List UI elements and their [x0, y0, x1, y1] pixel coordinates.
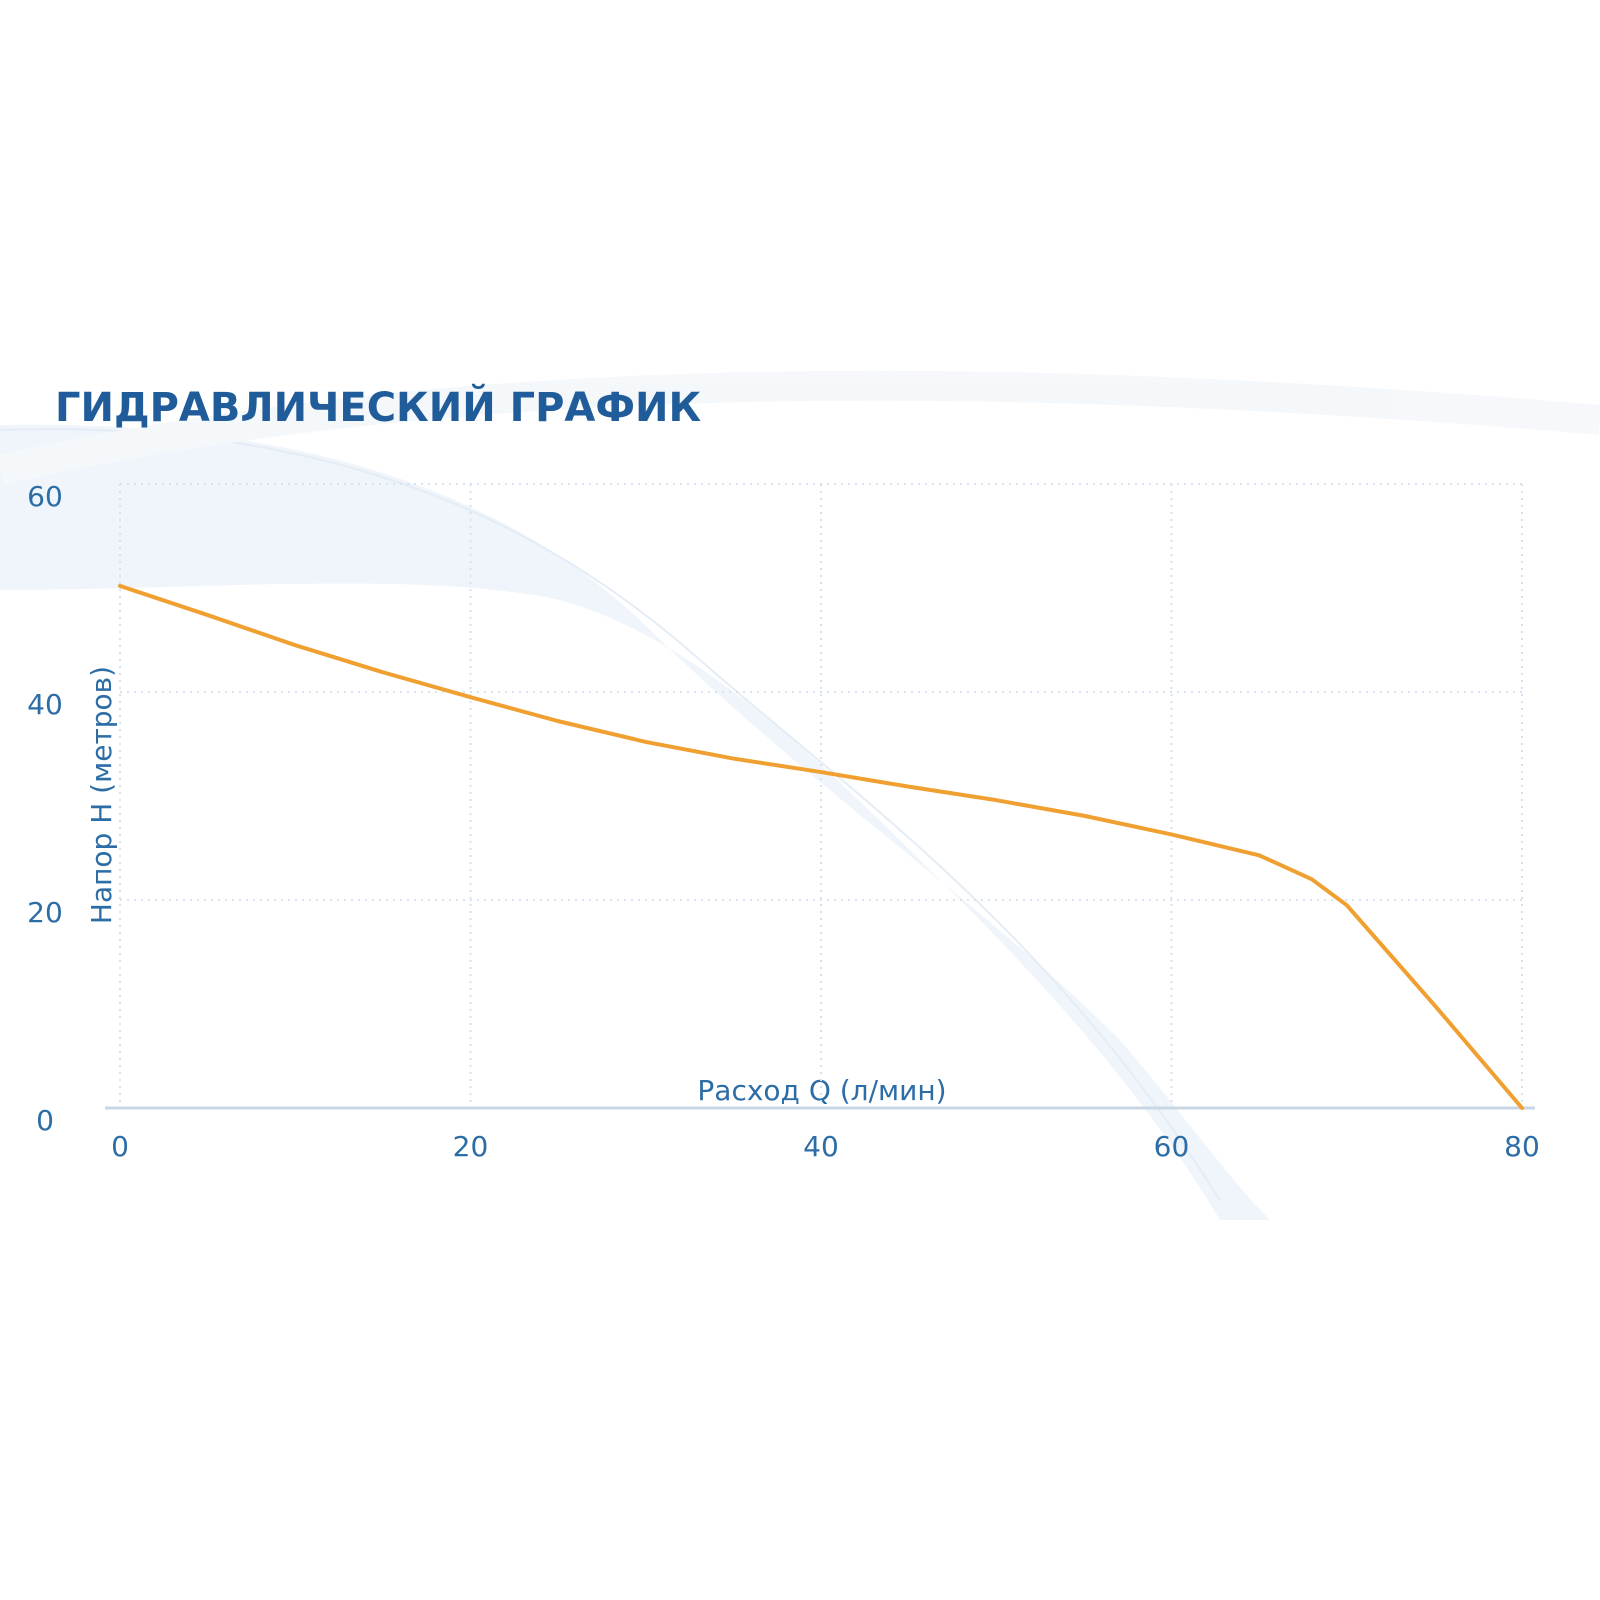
- x-tick-label: 20: [453, 1130, 489, 1163]
- y-tick-label: 20: [27, 896, 63, 929]
- background-swoosh: [0, 370, 1600, 1220]
- x-tick-label: 0: [111, 1130, 129, 1163]
- x-tick-label: 40: [803, 1130, 839, 1163]
- x-tick-label: 60: [1154, 1130, 1190, 1163]
- y-tick-label: 60: [27, 480, 63, 513]
- x-axis-label: Расход Q (л/мин): [697, 1074, 946, 1107]
- data-line: [118, 583, 1524, 1110]
- chart-title: ГИДРАВЛИЧЕСКИЙ ГРАФИК: [55, 383, 702, 431]
- y-tick-label: 40: [27, 688, 63, 721]
- x-tick-label: 80: [1504, 1130, 1540, 1163]
- y-axis-label: Напор Н (метров): [85, 666, 118, 924]
- y-tick-label: 0: [36, 1104, 54, 1137]
